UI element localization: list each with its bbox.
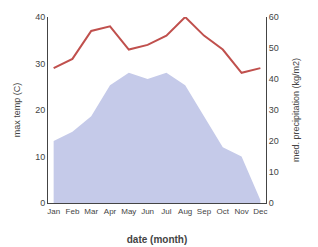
svg-text:max temp (C): max temp (C) <box>12 83 22 138</box>
svg-text:Nov: Nov <box>234 207 248 216</box>
svg-text:60: 60 <box>269 12 279 22</box>
svg-text:20: 20 <box>269 136 279 146</box>
svg-text:30: 30 <box>35 59 45 69</box>
svg-text:Aug: Aug <box>178 207 192 216</box>
svg-text:20: 20 <box>35 105 45 115</box>
svg-text:Apr: Apr <box>104 207 117 216</box>
svg-text:0: 0 <box>269 198 274 208</box>
svg-text:10: 10 <box>269 167 279 177</box>
svg-text:Oct: Oct <box>217 207 230 216</box>
svg-text:0: 0 <box>40 198 45 208</box>
svg-text:40: 40 <box>35 12 45 22</box>
svg-text:Dec: Dec <box>253 207 267 216</box>
svg-text:Mar: Mar <box>84 207 98 216</box>
svg-text:30: 30 <box>269 105 279 115</box>
svg-text:Jan: Jan <box>47 207 60 216</box>
svg-text:40: 40 <box>269 74 279 84</box>
svg-text:Feb: Feb <box>66 207 80 216</box>
svg-text:med. precipitation (kg/m2): med. precipitation (kg/m2) <box>291 58 301 162</box>
svg-text:Sep: Sep <box>197 207 212 216</box>
svg-text:50: 50 <box>269 43 279 53</box>
svg-text:10: 10 <box>35 152 45 162</box>
svg-text:Jun: Jun <box>141 207 154 216</box>
svg-text:date (month): date (month) <box>127 234 188 245</box>
svg-text:May: May <box>121 207 136 216</box>
svg-text:Jul: Jul <box>161 207 171 216</box>
